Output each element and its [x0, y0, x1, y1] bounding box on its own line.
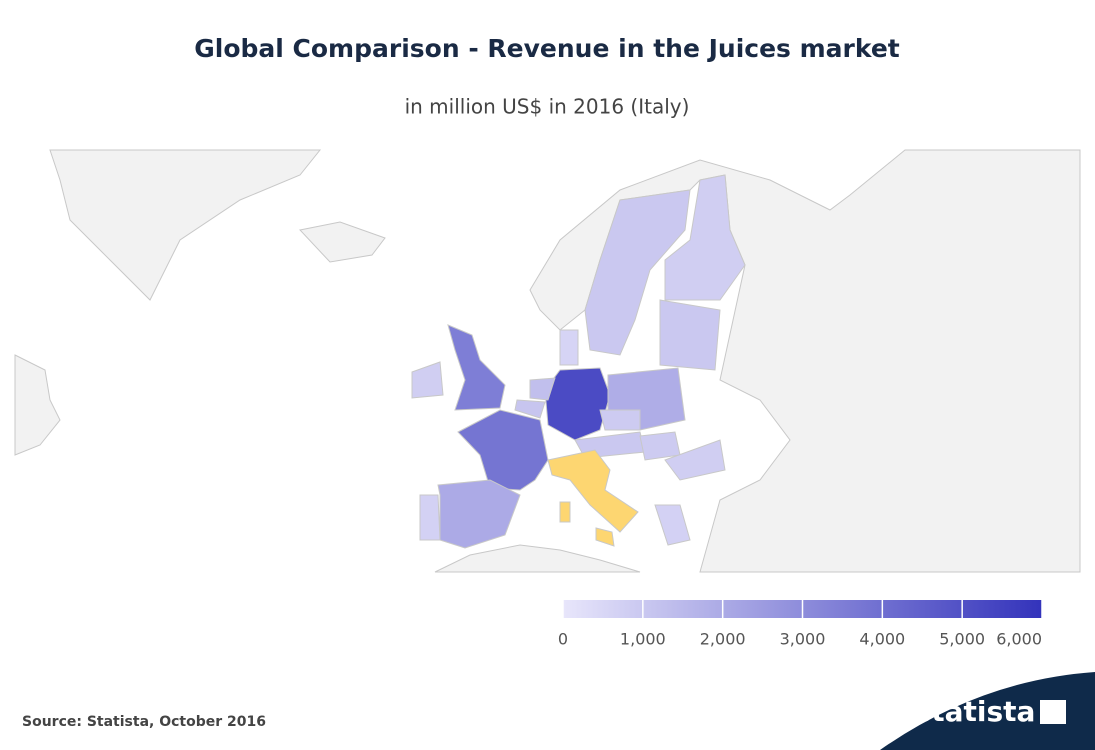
- colorbar-tick-label: 3,000: [780, 630, 826, 649]
- logo-icon: [1040, 700, 1066, 724]
- highlighted-country: [547, 449, 639, 533]
- source: Source: Statista, October 2016: [22, 714, 266, 730]
- iceland: [299, 221, 386, 263]
- north-america: [14, 354, 61, 456]
- colorbar-tick-label: 6,000: [996, 630, 1042, 649]
- country: [654, 504, 691, 546]
- country: [664, 174, 746, 301]
- highlighted-country: [559, 501, 571, 523]
- country: [599, 409, 641, 431]
- logo-swoosh: [880, 672, 1095, 750]
- colorbar-tick-label: 1,000: [620, 630, 666, 649]
- country: [659, 299, 721, 371]
- colorbar-tick-label: 0: [558, 630, 568, 649]
- background-land: [14, 149, 1081, 573]
- greenland: [49, 149, 322, 301]
- highlighted-country: [595, 527, 615, 547]
- country: [419, 494, 441, 541]
- colorbar: 0 1,000 2,000 3,000 4,000 5,000 6,000: [558, 600, 1043, 649]
- country: [457, 409, 549, 491]
- logo: statista: [915, 695, 1036, 728]
- colorbar-tick-label: 2,000: [700, 630, 746, 649]
- countries: [411, 174, 746, 549]
- country: [529, 377, 556, 401]
- chart-title: Global Comparison - Revenue in the Juice…: [194, 34, 900, 63]
- country: [437, 479, 521, 549]
- country: [514, 399, 546, 419]
- colorbar-tick-label: 5,000: [939, 630, 985, 649]
- country: [411, 361, 444, 399]
- country: [447, 324, 506, 411]
- colorbar-tick-label: 4,000: [859, 630, 905, 649]
- country: [664, 439, 726, 481]
- africa: [434, 544, 641, 573]
- country: [584, 189, 691, 356]
- country: [559, 329, 579, 366]
- chart-subtitle: in million US$ in 2016 (Italy): [405, 95, 690, 119]
- country: [639, 431, 681, 461]
